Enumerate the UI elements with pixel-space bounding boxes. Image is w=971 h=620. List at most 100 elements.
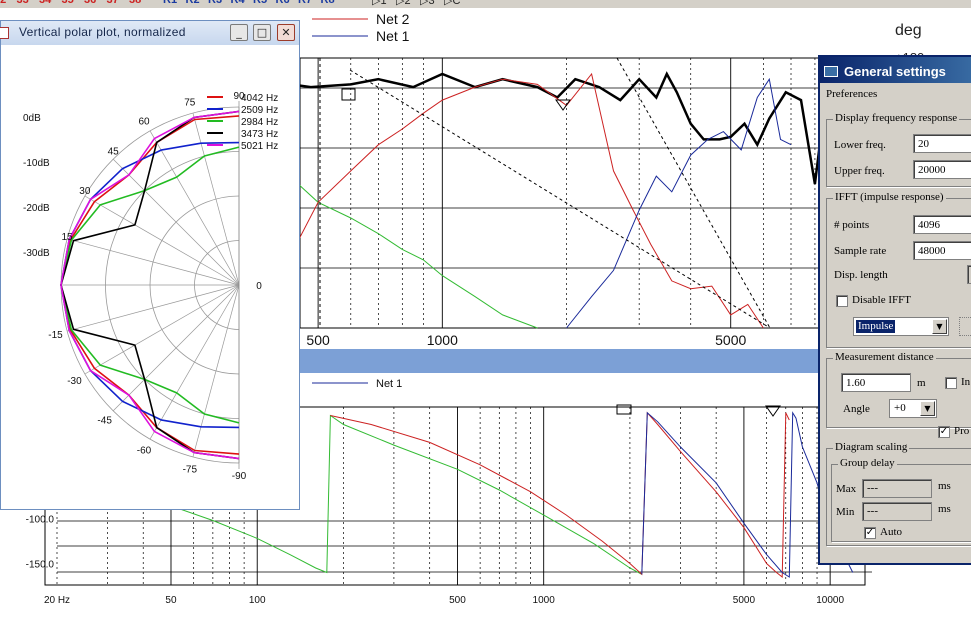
min-input[interactable]: --- — [862, 502, 932, 521]
lower-freq-label: Lower freq. — [834, 139, 886, 151]
ifft-mode-value: Impulse — [856, 320, 896, 333]
polar-plot-window[interactable]: Vertical polar plot, normalized _ □ ✕ 0d… — [0, 20, 300, 510]
angle-label: -15 — [48, 330, 63, 341]
angle-label: 30 — [79, 186, 91, 197]
lower-square-marker[interactable] — [616, 404, 632, 415]
upper-right-unit-label: deg — [895, 22, 922, 39]
lower-triangle-marker[interactable] — [765, 405, 781, 417]
angle-label: -30 — [67, 376, 82, 387]
angle-label: 75 — [184, 97, 196, 108]
distance-unit: m — [917, 377, 926, 389]
series-line — [641, 411, 854, 578]
angle-select[interactable]: +0 ▼ — [889, 399, 937, 418]
sample-rate-label: Sample rate — [834, 245, 887, 257]
disp-length-select[interactable] — [967, 265, 971, 284]
lower-freq-input[interactable] — [913, 134, 971, 153]
min-label: Min — [836, 506, 855, 518]
auto-label: Auto — [880, 526, 902, 538]
angle-label: Angle — [843, 403, 870, 415]
display-frequency-group-title: Display frequency response — [833, 112, 960, 124]
x-tick-label: 5000 — [733, 595, 756, 606]
sheet-tab[interactable]: R1 — [163, 0, 178, 6]
series-line — [56, 414, 643, 575]
sheet-tab-strip: 32 33 34 35 36 37 38 R1 R2 R3 R4 R5 R6 R7 R8 ▷1 ▷2 ▷3 ▷C — [0, 0, 971, 8]
chevron-down-icon[interactable]: ▼ — [920, 401, 935, 416]
disable-ifft-checkbox[interactable] — [836, 295, 848, 307]
maximize-button[interactable]: □ — [253, 24, 271, 41]
db-label: -20dB — [23, 203, 50, 214]
settings-title: General settings — [844, 64, 946, 79]
disable-ifft-label: Disable IFFT — [852, 294, 911, 306]
legend-label: 4042 Hz — [241, 93, 278, 104]
polar-series-line — [60, 110, 240, 460]
display-frequency-group: Display frequency response Lower freq. U… — [826, 112, 971, 187]
ifft-extra-field[interactable] — [959, 317, 971, 336]
ifft-mode-select[interactable]: Impulse ▼ — [853, 317, 949, 336]
sheet-tab[interactable]: 38 — [129, 0, 142, 6]
max-label: Max — [836, 483, 857, 495]
measurement-distance-group: Measurement distance m In Angle +0 ▼ — [826, 351, 971, 428]
sheet-tab[interactable]: R4 — [230, 0, 245, 6]
sheet-tab[interactable]: 36 — [84, 0, 97, 6]
triangle-marker-button[interactable]: ▷3 — [420, 0, 435, 7]
legend-label: Net 1 — [376, 378, 402, 390]
sheet-tab[interactable]: R3 — [208, 0, 223, 6]
sheet-tab[interactable]: 32 — [0, 0, 7, 6]
db-label: 0dB — [23, 113, 41, 124]
sheet-tab[interactable]: R6 — [275, 0, 290, 6]
sample-rate-input[interactable] — [913, 241, 971, 260]
lower-chart-titlebar — [300, 349, 820, 373]
pro-label: Pro — [954, 425, 970, 437]
polar-window-title: Vertical polar plot, normalized — [19, 25, 186, 39]
sheet-tab[interactable]: R2 — [185, 0, 200, 6]
ifft-group: IFFT (impulse response) # points Sample … — [826, 191, 971, 348]
series-line — [253, 72, 764, 329]
x-tick-label: 1000 — [427, 332, 458, 348]
minimize-button[interactable]: _ — [230, 24, 248, 41]
x-tick-label: 5000 — [715, 332, 746, 348]
window-icon — [824, 66, 838, 77]
triangle-marker-button[interactable]: ▷2 — [396, 0, 411, 7]
sheet-tab[interactable]: 34 — [39, 0, 52, 6]
general-settings-window[interactable]: General settings Preferences Display fre… — [818, 55, 971, 565]
in-checkbox-label: In — [961, 376, 971, 388]
legend-label: 2984 Hz — [241, 117, 278, 128]
preferences-label: Preferences — [826, 88, 878, 100]
sheet-tab[interactable]: 35 — [61, 0, 74, 6]
db-label: -10dB — [23, 158, 50, 169]
upper-square-marker[interactable] — [341, 88, 356, 101]
legend-label: 3473 Hz — [241, 129, 278, 140]
sheet-tab[interactable]: 33 — [16, 0, 29, 6]
upper-freq-input[interactable] — [913, 160, 971, 179]
app-icon — [0, 27, 9, 39]
triangle-marker-button[interactable]: ▷1 — [372, 0, 387, 7]
close-button[interactable]: ✕ — [277, 24, 295, 41]
angle-label: -90 — [232, 471, 247, 482]
distance-input[interactable] — [841, 373, 911, 392]
sheet-tab[interactable]: 37 — [106, 0, 119, 6]
max-unit: ms — [938, 480, 951, 492]
pro-checkbox[interactable]: ✓ — [938, 426, 950, 438]
auto-checkbox[interactable]: ✓ — [864, 527, 876, 539]
angle-label: -75 — [183, 465, 198, 476]
chevron-down-icon[interactable]: ▼ — [932, 319, 947, 334]
ifft-group-title: IFFT (impulse response) — [833, 191, 946, 203]
points-input[interactable] — [913, 215, 971, 234]
max-input[interactable]: --- — [862, 479, 932, 498]
measurement-distance-title: Measurement distance — [833, 351, 936, 363]
triangle-marker-button[interactable]: ▷C — [444, 0, 461, 7]
sheet-tab[interactable]: R7 — [298, 0, 313, 6]
legend-label: Net 1 — [376, 28, 410, 44]
in-checkbox[interactable] — [945, 377, 957, 389]
x-tick-label: 10000 — [816, 595, 844, 606]
sheet-tab[interactable]: R8 — [320, 0, 335, 6]
sheet-tab[interactable]: R5 — [253, 0, 268, 6]
legend-label: 5021 Hz — [241, 141, 278, 152]
polar-grid — [60, 101, 240, 469]
angle-label: 15 — [62, 232, 74, 243]
settings-titlebar[interactable]: General settings — [820, 57, 971, 83]
upper-triangle-marker[interactable] — [555, 99, 571, 111]
upper-dashed-slope-b — [616, 57, 771, 329]
polar-window-titlebar[interactable]: Vertical polar plot, normalized _ □ ✕ — [0, 21, 299, 45]
